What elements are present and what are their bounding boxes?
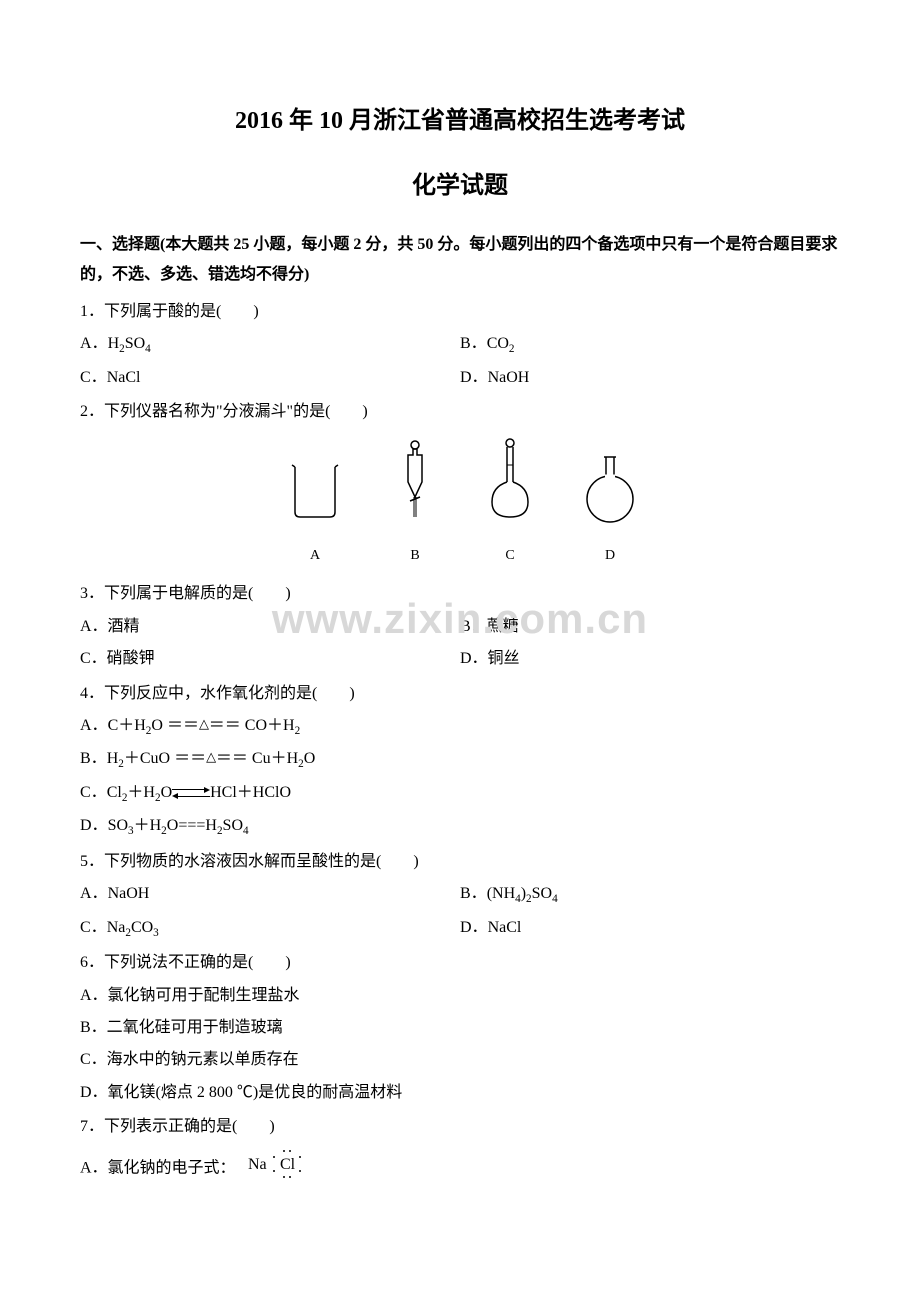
q7-stem: 7．下列表示正确的是( ) bbox=[80, 1112, 840, 1142]
q1-option-d: D．NaOH bbox=[460, 363, 840, 393]
q6-option-a: A．氯化钠可用于配制生理盐水 bbox=[80, 981, 840, 1011]
q6-option-d: D．氧化镁(熔点 2 800 ℃)是优良的耐高温材料 bbox=[80, 1078, 840, 1108]
q6-option-c: C．海水中的钠元素以单质存在 bbox=[80, 1045, 840, 1075]
q4-stem: 4．下列反应中，水作氧化剂的是( ) bbox=[80, 679, 840, 709]
q1-option-c: C．NaCl bbox=[80, 363, 460, 393]
apparatus-label-c: C bbox=[480, 543, 540, 570]
q4-option-c: C．Cl2＋H2OHCl＋HClO bbox=[80, 778, 840, 809]
q4-option-a: A．C＋H2O ＝＝△＝＝ CO＋H2 bbox=[80, 711, 840, 742]
question-4: 4．下列反应中，水作氧化剂的是( ) A．C＋H2O ＝＝△＝＝ CO＋H2 B… bbox=[80, 679, 840, 843]
page-title: 2016 年 10 月浙江省普通高校招生选考考试 bbox=[80, 100, 840, 135]
q3-stem: 3．下列属于电解质的是( ) bbox=[80, 579, 840, 609]
electron-formula-nacl: Na Cl bbox=[244, 1145, 314, 1192]
q5-option-c: C．Na2CO3 bbox=[80, 913, 460, 944]
svg-text:Na: Na bbox=[248, 1156, 267, 1173]
q5-option-b: B．(NH4)2SO4 bbox=[460, 879, 840, 910]
q1-option-b: B．CO2 bbox=[460, 329, 840, 360]
section-header: 一、选择题(本大题共 25 小题，每小题 2 分，共 50 分。每小题列出的四个… bbox=[80, 230, 840, 291]
question-6: 6．下列说法不正确的是( ) A．氯化钠可用于配制生理盐水 B．二氧化硅可用于制… bbox=[80, 948, 840, 1108]
q5-option-a: A．NaOH bbox=[80, 879, 460, 910]
q3-option-b: B．蔗糖 bbox=[460, 612, 840, 642]
q3-option-c: C．硝酸钾 bbox=[80, 644, 460, 674]
q5-option-d: D．NaCl bbox=[460, 913, 840, 944]
apparatus-label-d: D bbox=[580, 543, 640, 570]
q1-option-a: A．H2SO4 bbox=[80, 329, 460, 360]
question-5: 5．下列物质的水溶液因水解而呈酸性的是( ) A．NaOH B．(NH4)2SO… bbox=[80, 847, 840, 944]
beaker-icon bbox=[280, 447, 350, 527]
q3-option-a: A．酒精 bbox=[80, 612, 460, 642]
q7-option-a: A．氯化钠的电子式： Na Cl bbox=[80, 1145, 840, 1192]
separating-funnel-icon bbox=[390, 437, 440, 527]
apparatus-label-b: B bbox=[390, 543, 440, 570]
question-3: 3．下列属于电解质的是( ) A．酒精 B．蔗糖 C．硝酸钾 D．铜丝 bbox=[80, 579, 840, 674]
q6-option-b: B．二氧化硅可用于制造玻璃 bbox=[80, 1013, 840, 1043]
question-7: 7．下列表示正确的是( ) A．氯化钠的电子式： Na Cl bbox=[80, 1112, 840, 1192]
q3-option-d: D．铜丝 bbox=[460, 644, 840, 674]
q1-stem: 1．下列属于酸的是( ) bbox=[80, 297, 840, 327]
apparatus-row: A B C D bbox=[80, 437, 840, 569]
question-2: 2．下列仪器名称为"分液漏斗"的是( ) A B C bbox=[80, 397, 840, 569]
q2-stem: 2．下列仪器名称为"分液漏斗"的是( ) bbox=[80, 397, 840, 427]
question-1: 1．下列属于酸的是( ) A．H2SO4 B．CO2 C．NaCl D．NaOH bbox=[80, 297, 840, 393]
apparatus-d-round-flask: D bbox=[580, 447, 640, 569]
q4-option-b: B．H2＋CuO ＝＝△＝＝ Cu＋H2O bbox=[80, 744, 840, 775]
apparatus-a-beaker: A bbox=[280, 447, 350, 569]
round-flask-icon bbox=[580, 447, 640, 527]
q6-stem: 6．下列说法不正确的是( ) bbox=[80, 948, 840, 978]
svg-text:Cl: Cl bbox=[280, 1156, 296, 1173]
page-subtitle: 化学试题 bbox=[80, 165, 840, 200]
apparatus-c-volumetric-flask: C bbox=[480, 437, 540, 569]
q4-option-d: D．SO3＋H2O===H2SO4 bbox=[80, 811, 840, 842]
q5-stem: 5．下列物质的水溶液因水解而呈酸性的是( ) bbox=[80, 847, 840, 877]
volumetric-flask-icon bbox=[480, 437, 540, 527]
apparatus-label-a: A bbox=[280, 543, 350, 570]
apparatus-b-sep-funnel: B bbox=[390, 437, 440, 569]
